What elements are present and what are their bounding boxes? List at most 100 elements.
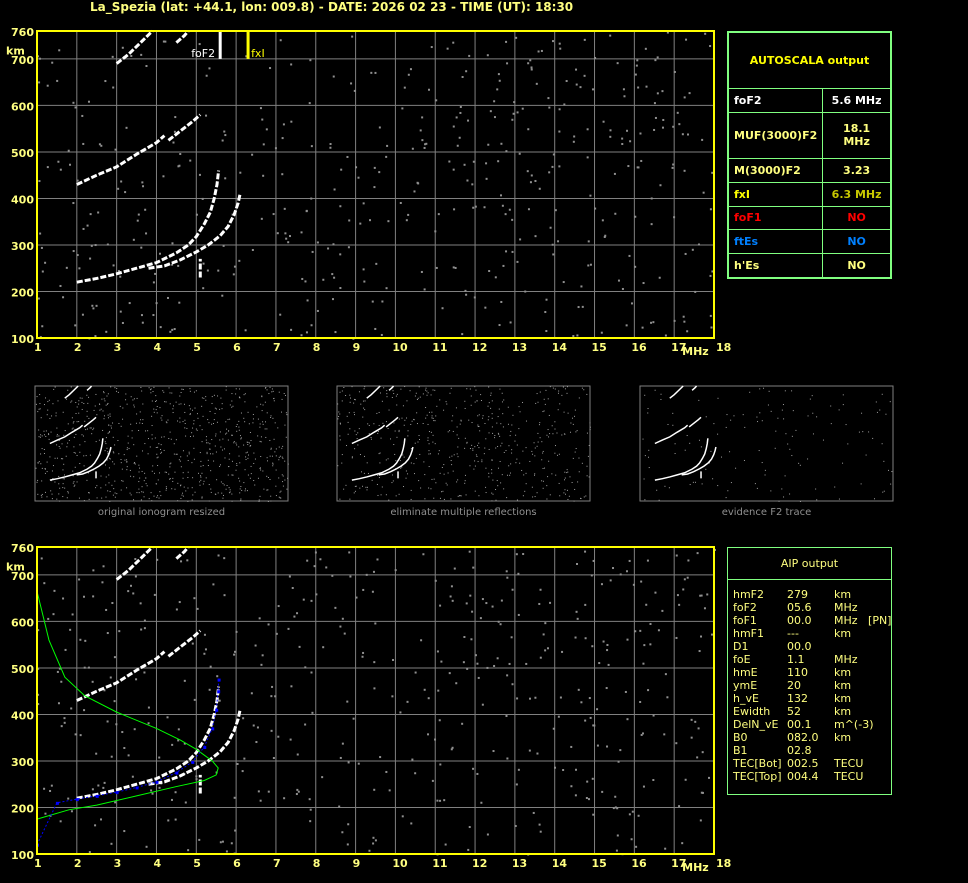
noise-dot xyxy=(231,406,233,408)
noise-dot xyxy=(521,107,524,110)
noise-dot xyxy=(371,479,373,481)
noise-dot xyxy=(244,488,246,490)
noise-dot xyxy=(117,187,120,190)
noise-dot xyxy=(67,389,69,391)
noise-dot xyxy=(506,497,508,499)
noise-dot xyxy=(133,728,136,731)
noise-dot xyxy=(666,696,669,699)
noise-dot xyxy=(94,335,97,338)
noise-dot xyxy=(164,401,166,403)
noise-dot xyxy=(377,430,379,432)
noise-dot xyxy=(46,84,49,87)
noise-dot xyxy=(385,155,388,158)
noise-dot xyxy=(552,387,554,389)
noise-dot xyxy=(387,458,389,460)
noise-dot xyxy=(586,465,588,467)
noise-dot xyxy=(373,687,376,690)
noise-dot xyxy=(193,698,196,701)
noise-dot xyxy=(423,146,426,149)
noise-dot xyxy=(696,552,699,555)
aip-fit-point xyxy=(115,791,119,795)
noise-dot xyxy=(310,599,313,602)
noise-dot xyxy=(446,47,449,50)
noise-dot xyxy=(178,459,180,461)
noise-dot xyxy=(125,126,128,129)
noise-dot xyxy=(432,434,434,436)
noise-dot xyxy=(235,442,237,444)
noise-dot xyxy=(304,723,307,726)
noise-dot xyxy=(167,819,170,822)
noise-dot xyxy=(579,86,582,89)
noise-dot xyxy=(605,687,608,690)
noise-dot xyxy=(113,452,115,454)
noise-dot xyxy=(86,410,88,412)
noise-dot xyxy=(630,302,633,305)
noise-dot xyxy=(122,480,124,482)
noise-dot xyxy=(102,786,105,789)
noise-dot xyxy=(554,428,556,430)
noise-dot xyxy=(533,442,535,444)
y-axis-label: km xyxy=(6,45,25,58)
noise-dot xyxy=(370,71,373,74)
noise-dot xyxy=(282,485,284,487)
aip-row: foF2 05.6 MHz xyxy=(728,601,891,614)
noise-dot xyxy=(72,250,75,253)
noise-dot xyxy=(536,445,538,447)
noise-dot xyxy=(811,395,813,397)
noise-dot xyxy=(228,466,230,468)
noise-dot xyxy=(272,417,274,419)
aip-row: TEC[Bot] 002.5 TECU xyxy=(728,757,891,770)
aip-row: foF1 00.0 MHz [PN] xyxy=(728,614,891,627)
noise-dot xyxy=(588,476,590,478)
aip-value: 002.5 xyxy=(787,757,819,770)
noise-dot xyxy=(188,405,190,407)
noise-dot xyxy=(275,485,277,487)
noise-dot xyxy=(67,423,69,425)
noise-dot xyxy=(226,432,228,434)
noise-dot xyxy=(202,262,205,265)
noise-dot xyxy=(54,386,56,388)
noise-dot xyxy=(497,620,500,623)
noise-dot xyxy=(433,478,435,480)
noise-dot xyxy=(394,453,396,455)
autoscala-panel: AUTOSCALA output foF2 5.6 MHz MUF(3000)F2 1… xyxy=(727,31,892,279)
noise-dot xyxy=(202,287,205,290)
noise-dot xyxy=(81,401,83,403)
noise-dot xyxy=(35,403,37,405)
noise-dot xyxy=(175,453,177,455)
noise-dot xyxy=(368,849,371,852)
noise-dot xyxy=(500,599,503,602)
noise-dot xyxy=(135,422,137,424)
noise-dot xyxy=(881,443,883,445)
noise-dot xyxy=(189,413,191,415)
noise-dot xyxy=(339,205,342,208)
noise-dot xyxy=(432,389,434,391)
noise-dot xyxy=(586,475,588,477)
noise-dot xyxy=(474,446,476,448)
noise-dot xyxy=(156,412,158,414)
noise-dot xyxy=(63,721,66,724)
noise-dot xyxy=(619,573,622,576)
noise-dot xyxy=(642,282,645,285)
noise-dot xyxy=(196,413,198,415)
noise-dot xyxy=(180,392,182,394)
noise-dot xyxy=(69,628,72,631)
noise-dot xyxy=(192,477,194,479)
noise-dot xyxy=(220,481,222,483)
noise-dot xyxy=(262,423,264,425)
noise-dot xyxy=(161,419,163,421)
noise-dot xyxy=(498,324,501,327)
noise-dot xyxy=(169,463,171,465)
noise-dot xyxy=(84,420,86,422)
noise-dot xyxy=(62,469,64,471)
noise-dot xyxy=(775,430,777,432)
thumbnail xyxy=(639,385,894,502)
noise-dot xyxy=(612,567,615,570)
noise-dot xyxy=(76,254,79,257)
noise-dot xyxy=(717,433,719,435)
noise-dot xyxy=(381,400,383,402)
noise-dot xyxy=(259,468,261,470)
noise-dot xyxy=(546,647,549,650)
noise-dot xyxy=(544,649,547,652)
noise-dot xyxy=(72,427,74,429)
